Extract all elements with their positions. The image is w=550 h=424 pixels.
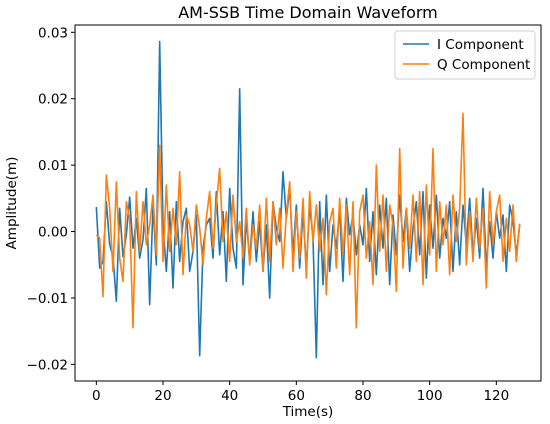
y-tick-label: −0.02 — [27, 357, 68, 373]
y-tick-label: 0.00 — [38, 225, 68, 241]
x-axis: 0 20 40 60 80 100 120 — [92, 381, 509, 404]
series-layer — [95, 40, 521, 359]
y-tick-label: 0.01 — [38, 158, 68, 174]
x-tick-label: 120 — [483, 388, 509, 404]
y-tick-label: −0.01 — [27, 291, 68, 307]
x-tick-label: 40 — [221, 388, 238, 404]
x-tick-label: 0 — [92, 388, 101, 404]
y-tick-label: 0.03 — [38, 25, 68, 41]
y-axis: −0.02 −0.01 0.00 0.01 0.02 0.03 — [27, 25, 75, 373]
legend-label-i-component: I Component — [437, 37, 524, 53]
legend-label-q-component: Q Component — [437, 57, 530, 73]
x-axis-title: Time(s) — [282, 404, 334, 420]
chart-title: AM-SSB Time Domain Waveform — [178, 3, 438, 22]
legend: I Component Q Component — [394, 30, 536, 80]
x-tick-label: 20 — [154, 388, 171, 404]
y-tick-label: 0.02 — [38, 92, 68, 108]
plot-frame — [74, 24, 542, 382]
x-tick-label: 80 — [354, 388, 371, 404]
series-line-q-component — [95, 112, 521, 329]
series-line-i-component — [95, 40, 521, 359]
y-axis-title: Amplitude(m) — [4, 157, 20, 250]
x-tick-label: 100 — [417, 388, 443, 404]
legend-box — [394, 30, 536, 80]
x-tick-label: 60 — [288, 388, 305, 404]
